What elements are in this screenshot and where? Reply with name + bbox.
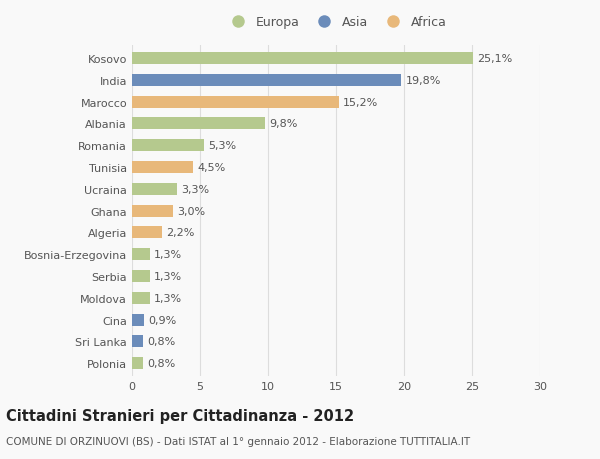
Bar: [132, 96, 339, 108]
Text: 3,3%: 3,3%: [181, 185, 209, 195]
Bar: [132, 75, 401, 87]
Bar: [132, 184, 177, 196]
Bar: [132, 227, 162, 239]
Text: 1,3%: 1,3%: [154, 271, 182, 281]
Text: 2,2%: 2,2%: [166, 228, 194, 238]
Text: 0,9%: 0,9%: [148, 315, 176, 325]
Bar: [132, 249, 149, 261]
Bar: [132, 270, 149, 282]
Text: 15,2%: 15,2%: [343, 97, 378, 107]
Bar: [132, 162, 193, 174]
Text: 19,8%: 19,8%: [406, 76, 441, 86]
Text: 0,8%: 0,8%: [147, 358, 175, 368]
Text: 9,8%: 9,8%: [269, 119, 298, 129]
Text: 5,3%: 5,3%: [208, 141, 236, 151]
Text: Cittadini Stranieri per Cittadinanza - 2012: Cittadini Stranieri per Cittadinanza - 2…: [6, 409, 354, 424]
Bar: [132, 118, 265, 130]
Bar: [132, 53, 473, 65]
Text: 0,8%: 0,8%: [147, 336, 175, 347]
Bar: [132, 336, 143, 347]
Bar: [132, 292, 149, 304]
Text: 1,3%: 1,3%: [154, 293, 182, 303]
Bar: [132, 205, 173, 217]
Text: COMUNE DI ORZINUOVI (BS) - Dati ISTAT al 1° gennaio 2012 - Elaborazione TUTTITAL: COMUNE DI ORZINUOVI (BS) - Dati ISTAT al…: [6, 436, 470, 446]
Text: 3,0%: 3,0%: [177, 206, 205, 216]
Text: 4,5%: 4,5%: [197, 162, 226, 173]
Bar: [132, 314, 144, 326]
Bar: [132, 358, 143, 369]
Legend: Europa, Asia, Africa: Europa, Asia, Africa: [222, 12, 450, 33]
Text: 25,1%: 25,1%: [478, 54, 512, 64]
Bar: [132, 140, 204, 152]
Text: 1,3%: 1,3%: [154, 250, 182, 260]
